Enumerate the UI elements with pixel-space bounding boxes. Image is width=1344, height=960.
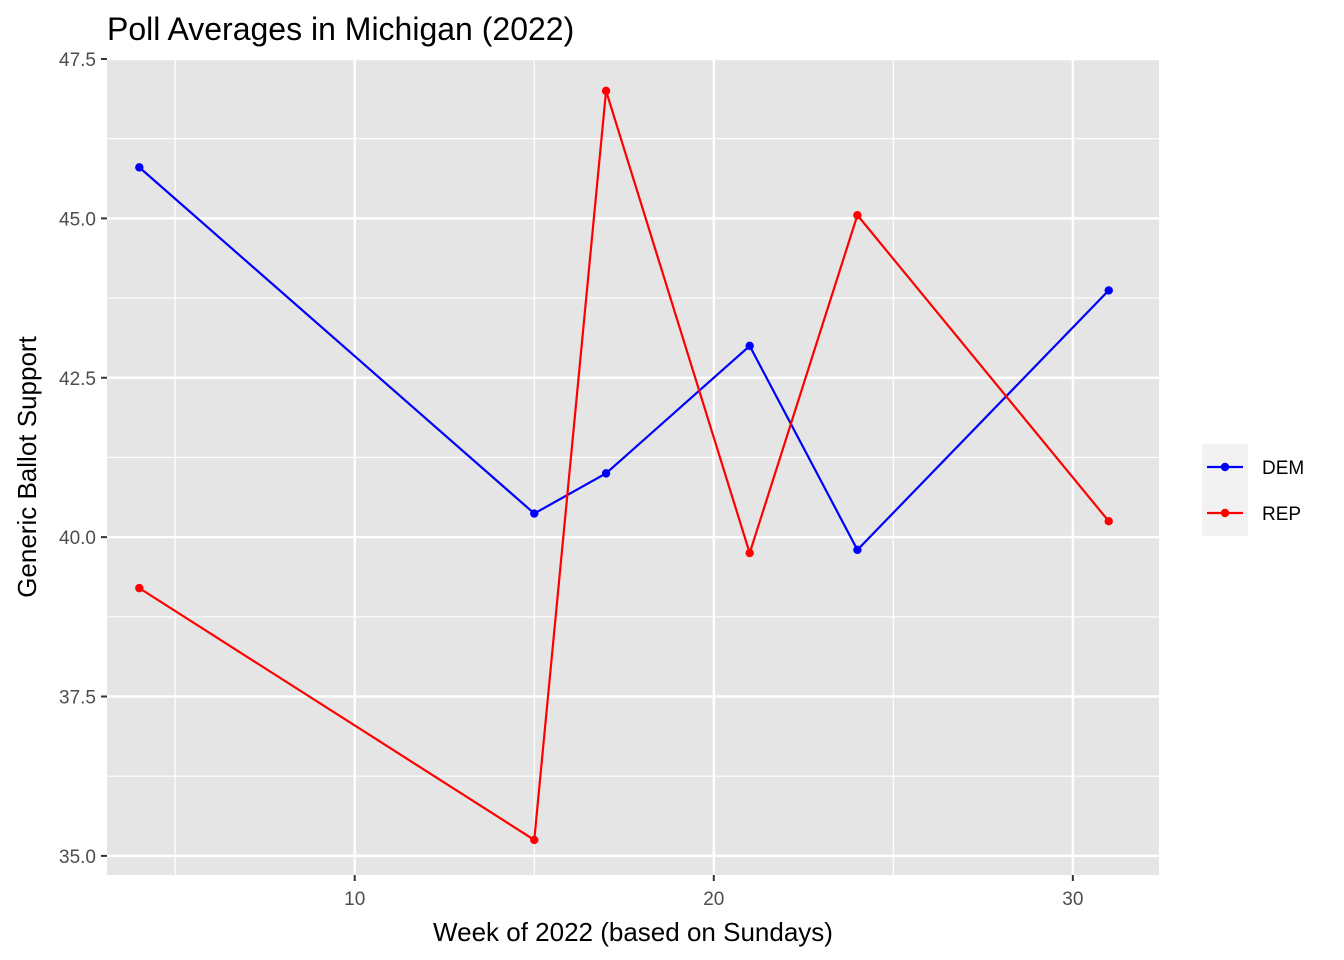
data-point-dem [601,469,611,478]
series-line-dem [138,166,1110,552]
data-point-rep [601,86,611,96]
legend-label-dem: DEM [1262,458,1304,479]
data-point-dem [1104,286,1113,295]
y-tick-label: 40.0 [59,528,96,549]
legend-key-background [1202,444,1248,536]
legend-point-rep [1220,508,1230,518]
series-layer [135,86,1113,845]
y-axis: 35.0 37.5 40.0 42.5 45.0 47.5 [59,50,107,868]
plot-panel [107,59,1159,875]
data-point-rep [745,548,754,558]
legend-label-rep: REP [1262,504,1301,525]
y-tick-label: 45.0 [59,209,96,230]
y-tick-label: 42.5 [59,369,96,390]
chart-title: Poll Averages in Michigan (2022) [107,11,574,47]
data-point-rep [853,210,862,220]
x-axis-title: Week of 2022 (based on Sundays) [433,917,833,947]
y-tick-label: 37.5 [59,688,96,709]
data-point-dem [853,545,862,555]
y-axis-title: Generic Ballot Support [12,335,42,597]
legend: DEM REP [1202,444,1304,536]
x-axis: 10 20 30 [344,875,1083,910]
minor-gridlines [107,59,1159,875]
y-tick-label: 47.5 [59,50,96,71]
data-point-rep [135,583,144,593]
data-point-rep [530,835,539,845]
data-point-rep [1104,516,1113,526]
legend-point-dem [1220,462,1230,472]
data-point-dem [135,163,144,172]
x-tick-label: 10 [344,889,365,910]
major-gridlines [107,57,1159,875]
data-point-dem [745,341,754,351]
series-line-rep [138,90,1110,842]
x-tick-label: 30 [1062,889,1083,910]
data-point-dem [530,509,539,518]
x-tick-label: 20 [703,889,724,910]
y-tick-label: 35.0 [59,847,96,868]
